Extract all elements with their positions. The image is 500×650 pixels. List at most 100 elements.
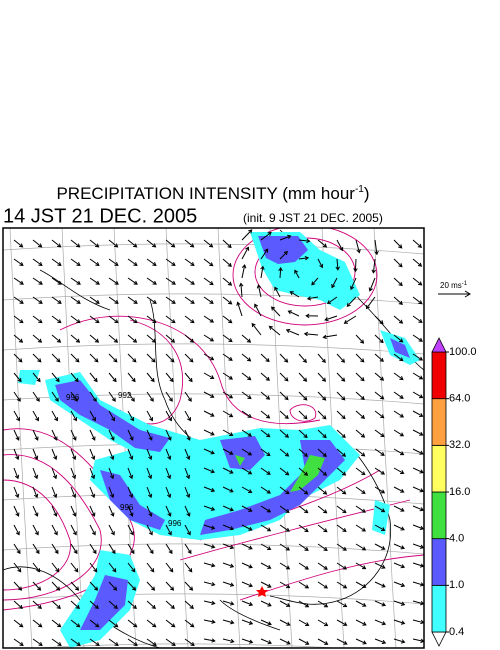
- wind-arrow: [393, 334, 404, 343]
- wind-arrow: [127, 429, 134, 441]
- map-frame: [2, 227, 425, 649]
- wind-arrow: [355, 239, 361, 254]
- wind-arrow: [274, 286, 281, 298]
- wind-arrow: [32, 239, 43, 248]
- wind-arrow: [70, 600, 80, 610]
- wind-arrow: [70, 486, 77, 499]
- wind-arrow: [317, 429, 327, 439]
- wind-arrow: [165, 239, 176, 248]
- wind-arrow: [393, 391, 404, 399]
- wind-arrow: [13, 505, 20, 517]
- wind-arrow: [298, 505, 309, 514]
- wind-arrow: [70, 334, 81, 343]
- wind-arrow: [203, 277, 214, 286]
- wind-arrow: [108, 486, 115, 499]
- wind-arrow: [13, 429, 20, 441]
- wind-arrow: [336, 505, 347, 514]
- wind-arrow: [184, 372, 193, 383]
- wind-arrow: [346, 296, 357, 308]
- wind-arrow: [203, 391, 215, 398]
- wind-arrow: [32, 429, 39, 441]
- wind-arrow: [336, 410, 346, 420]
- wind-arrow: [32, 619, 43, 628]
- wind-arrow: [89, 239, 100, 248]
- wind-arrow: [374, 600, 387, 607]
- wind-arrow: [336, 448, 347, 457]
- wind-arrow: [241, 429, 253, 437]
- wind-arrow: [317, 258, 324, 269]
- wind-arrow: [412, 505, 424, 512]
- wind-arrow: [165, 581, 175, 591]
- wind-arrow: [13, 296, 24, 304]
- wind-arrow: [279, 581, 291, 589]
- colorbar-tick-label: 32.0: [449, 439, 470, 451]
- wind-arrow: [279, 543, 290, 551]
- wind-arrow: [393, 315, 404, 324]
- wind-arrow: [146, 619, 157, 628]
- wind-arrow: [146, 543, 154, 555]
- wind-arrow: [13, 486, 20, 499]
- wind-arrow: [108, 581, 118, 591]
- wind-arrow: [184, 239, 195, 248]
- wind-arrow: [412, 277, 423, 286]
- wind-arrow: [32, 372, 41, 383]
- wind-arrow: [184, 296, 195, 304]
- wind-arrow: [335, 258, 340, 271]
- wind-arrow: [241, 581, 253, 588]
- wind-arrow: [311, 277, 319, 286]
- wind-arrow: [32, 315, 43, 324]
- wind-arrow: [70, 467, 77, 480]
- wind-arrow: [146, 391, 154, 402]
- wind-arrow: [298, 543, 309, 551]
- wind-arrow: [13, 543, 21, 555]
- wind-arrow: [317, 543, 328, 551]
- wind-arrow: [241, 638, 254, 644]
- wind-arrow: [241, 448, 253, 456]
- wind-arrow: [89, 391, 97, 402]
- wind-arrow: [355, 467, 366, 476]
- wind-arrow: [70, 638, 81, 646]
- wind-arrow: [355, 410, 366, 419]
- wind-arrow: [165, 353, 175, 363]
- wind-arrow: [222, 505, 235, 512]
- latitude-line: [3, 343, 424, 355]
- wind-arrow: [279, 372, 289, 382]
- wind-arrow: [317, 353, 326, 364]
- wind-arrow: [412, 448, 424, 455]
- wind-arrow: [278, 266, 283, 279]
- wind-arrow: [13, 619, 24, 628]
- wind-arrow: [108, 258, 119, 266]
- latitude-line: [29, 643, 344, 648]
- wind-arrow: [336, 467, 347, 476]
- wind-arrow: [70, 258, 81, 266]
- wind-arrow: [355, 334, 365, 344]
- wind-arrow: [355, 353, 365, 363]
- wind-arrow: [324, 315, 338, 322]
- wind-arrow: [222, 372, 234, 380]
- wind-arrow: [51, 619, 62, 628]
- wind-arrow: [13, 239, 24, 248]
- wind-arrow: [241, 562, 253, 569]
- wind-arrow: [51, 562, 60, 573]
- colorbar-segment: [431, 444, 447, 493]
- wind-arrow: [32, 581, 42, 591]
- wind-arrow: [336, 391, 346, 401]
- wind-arrow: [165, 334, 176, 343]
- wind-arrow: [32, 353, 42, 363]
- wind-arrow: [222, 315, 233, 324]
- wind-arrow: [279, 638, 291, 645]
- wind-arrow: [146, 429, 153, 441]
- wind-arrow: [412, 410, 424, 417]
- wind-arrow: [317, 486, 328, 495]
- wind-arrow: [127, 524, 134, 536]
- wind-arrow: [146, 410, 153, 422]
- wind-arrow: [260, 265, 265, 279]
- wind-arrow: [298, 486, 309, 495]
- wind-arrow: [365, 296, 376, 310]
- wind-arrow: [108, 353, 118, 363]
- wind-arrow: [317, 391, 327, 401]
- wind-arrow: [317, 505, 328, 514]
- wind-arrow: [89, 448, 96, 461]
- wind-arrow: [241, 229, 253, 241]
- wind-arrow: [203, 258, 214, 267]
